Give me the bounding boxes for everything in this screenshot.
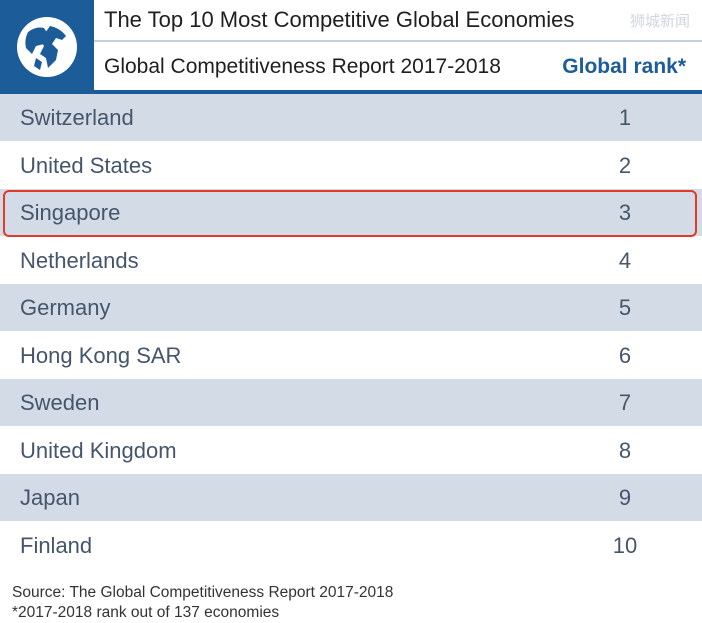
rank-cell: 7 xyxy=(618,390,632,415)
rank-cell: 2 xyxy=(618,152,632,178)
title-row: The Top 10 Most Competitive Global Econo… xyxy=(94,0,702,42)
country-cell: Switzerland xyxy=(20,105,134,130)
page-title: The Top 10 Most Competitive Global Econo… xyxy=(104,7,575,32)
ranking-table: Switzerland 1 United States 2 Singapore 3 Neth… xyxy=(0,94,702,569)
source-text: Source: The Global Competitiveness Repor… xyxy=(12,584,394,601)
country-cell: Germany xyxy=(20,295,111,320)
rank-cell: 10 xyxy=(612,532,638,558)
table-row: Netherlands 4 xyxy=(0,236,702,284)
globe-logo xyxy=(0,0,94,93)
rank-cell: 9 xyxy=(618,485,632,510)
rank-cell: 1 xyxy=(618,105,632,130)
footnote-text: *2017-2018 rank out of 137 economies xyxy=(12,604,280,621)
country-cell: United States xyxy=(20,152,153,178)
country-cell: Sweden xyxy=(20,390,100,415)
table-row: Switzerland 1 xyxy=(0,94,702,142)
rank-cell: 8 xyxy=(618,437,632,463)
country-cell: United Kingdom xyxy=(20,437,177,463)
subtitle: Global Competitiveness Report 2017-2018 xyxy=(104,55,501,78)
table-row: Sweden 7 xyxy=(0,379,702,427)
rank-cell: 6 xyxy=(618,342,632,368)
table-row: Japan 9 xyxy=(0,474,702,522)
watermark: 狮城新闻 xyxy=(629,13,690,30)
source-notes: Source: The Global Competitiveness Repor… xyxy=(12,583,393,623)
country-cell: Hong Kong SAR xyxy=(20,342,182,368)
country-cell: Singapore xyxy=(20,200,121,225)
table-row: United Kingdom 8 xyxy=(0,426,702,474)
header-divider xyxy=(0,90,702,94)
table-row: Germany 5 xyxy=(0,284,702,332)
rank-cell: 4 xyxy=(618,247,632,273)
country-cell: Japan xyxy=(20,485,80,510)
table-row: Finland 10 xyxy=(0,521,702,569)
globe-icon xyxy=(17,16,77,77)
rank-cell: 5 xyxy=(618,295,632,320)
country-cell: Netherlands xyxy=(20,247,139,273)
subtitle-row: Global Competitiveness Report 2017-2018 … xyxy=(94,42,702,93)
table-row: United States 2 xyxy=(0,141,702,189)
rank-cell: 3 xyxy=(618,200,632,225)
country-cell: Finland xyxy=(20,532,93,558)
singapore-highlight-box xyxy=(3,190,697,237)
rank-column-header: Global rank* xyxy=(562,55,686,78)
table-row: Hong Kong SAR 6 xyxy=(0,331,702,379)
